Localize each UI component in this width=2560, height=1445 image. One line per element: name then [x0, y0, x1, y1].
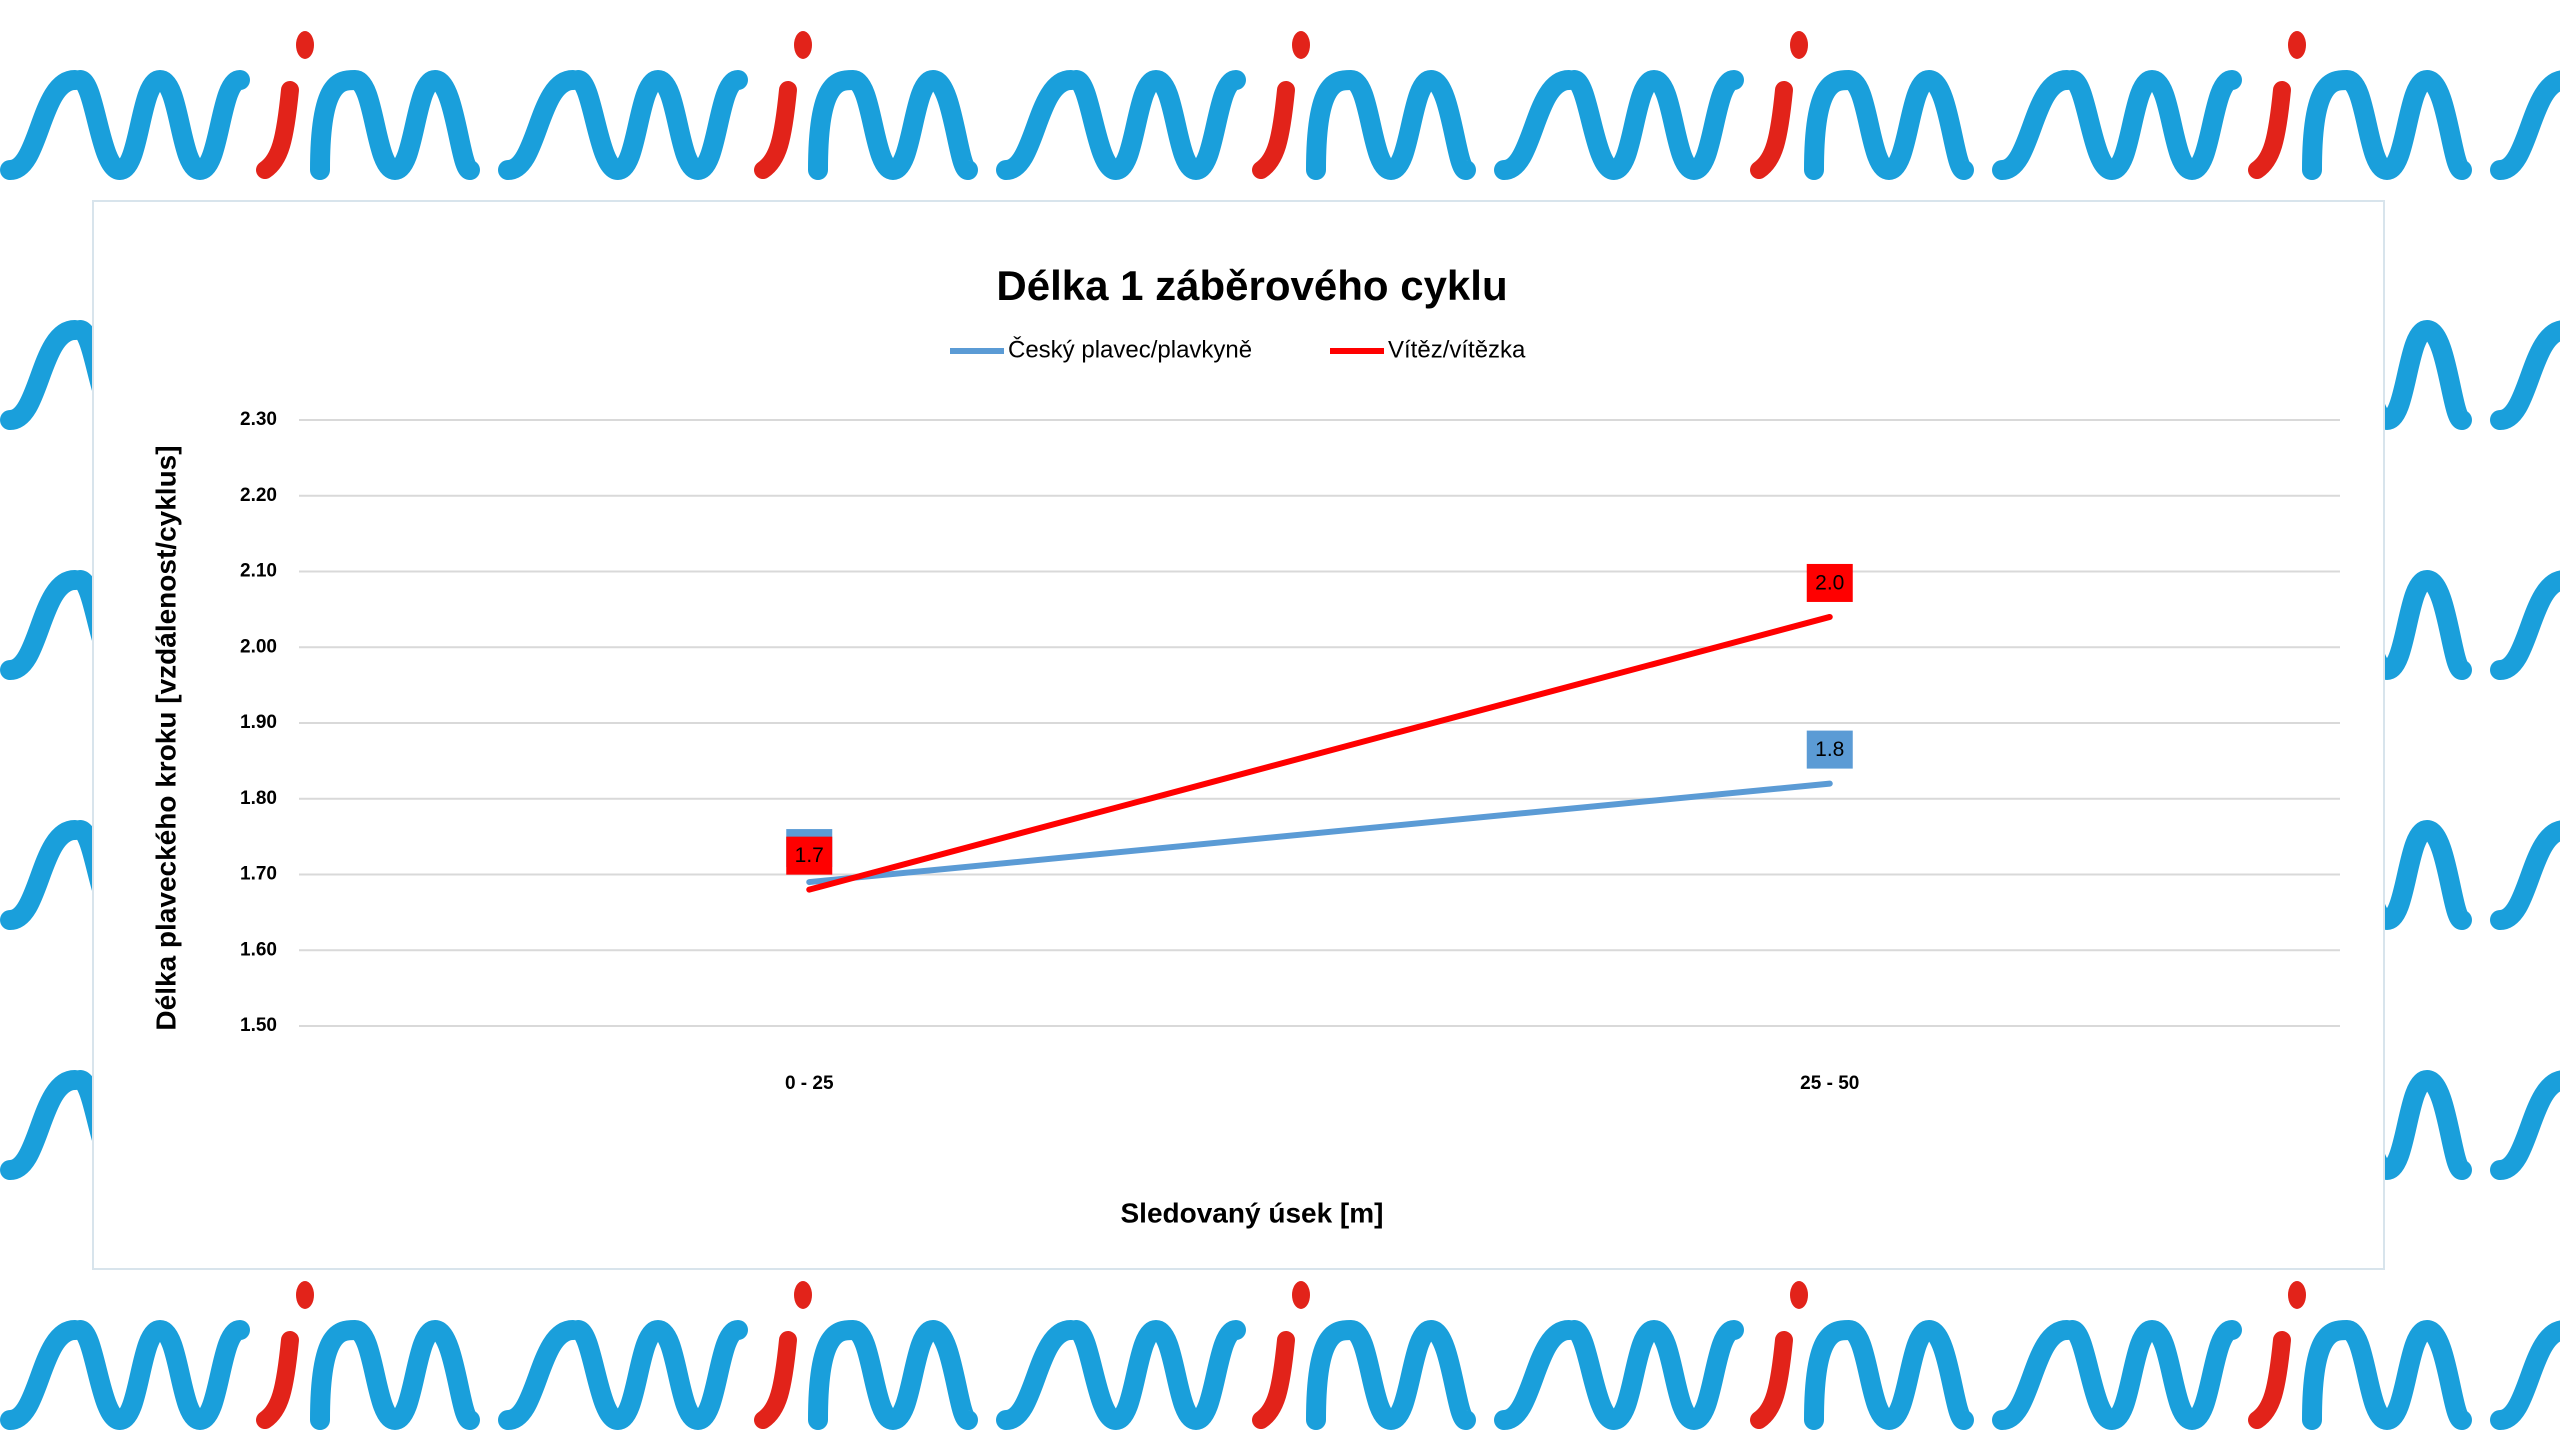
data-label: 1.7 — [795, 844, 824, 867]
y-tick-label: 1.50 — [240, 1015, 277, 1036]
series-line — [806, 780, 1833, 886]
data-label-box — [1806, 563, 1853, 602]
y-tick-label: 1.80 — [240, 788, 277, 809]
x-tick-label: 0 - 25 — [785, 1073, 834, 1094]
data-label: 1.8 — [1815, 738, 1844, 761]
y-tick-label: 1.70 — [240, 864, 277, 885]
y-tick-label: 2.30 — [240, 409, 277, 430]
y-tick-label: 2.10 — [240, 561, 277, 582]
data-label-box — [786, 836, 833, 875]
chart-panel — [92, 200, 2385, 1270]
y-axis-title: Délka plaveckého kroku [vzdálenost/cyklu… — [150, 445, 181, 1030]
y-tick-label: 2.00 — [240, 636, 277, 657]
y-tick-label: 2.20 — [240, 485, 277, 506]
x-axis-title: Sledovaný úsek [m] — [1121, 1197, 1384, 1228]
chart-title: Délka 1 záběrového cyklu — [996, 262, 1507, 309]
plot-area: 1.50 1.60 1.70 1.80 1.90 2.00 2.10 2.20 2.30 0 - … — [240, 335, 2340, 1094]
data-label: 2.0 — [1815, 571, 1844, 594]
legend-label: Vítěz/vítězka — [1388, 336, 1526, 363]
y-tick-label: 1.60 — [240, 939, 277, 960]
y-tick-label: 1.90 — [240, 712, 277, 733]
x-tick-label: 25 - 50 — [1800, 1073, 1859, 1094]
series-line — [806, 613, 1833, 893]
legend-label: Český plavec/plavkyně — [1008, 335, 1252, 363]
data-label-box — [1806, 730, 1853, 769]
